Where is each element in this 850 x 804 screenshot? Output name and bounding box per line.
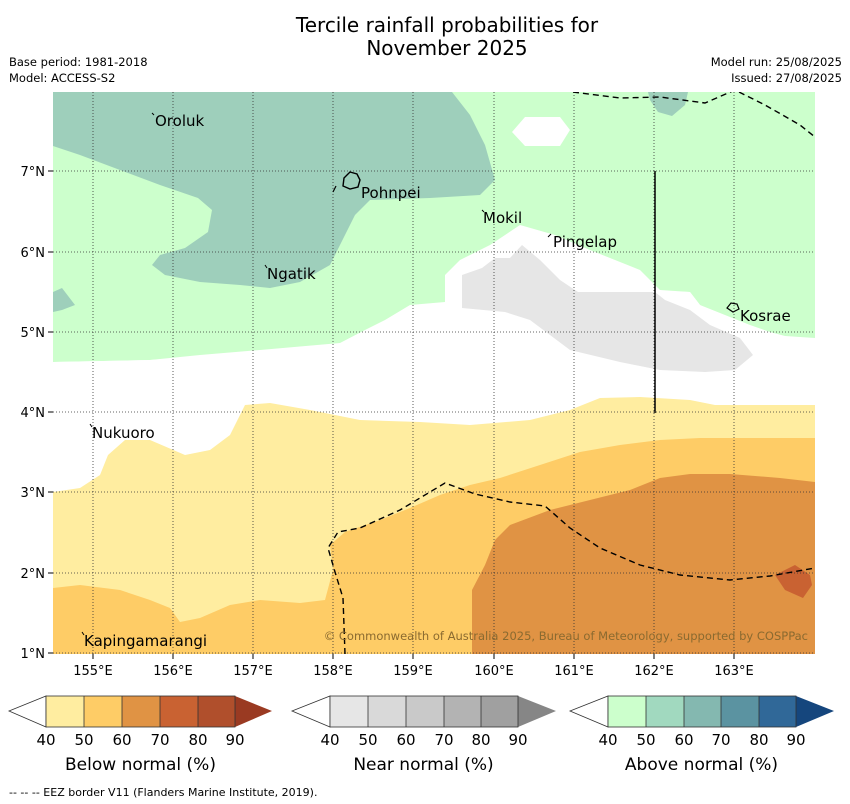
mokil-mark xyxy=(481,209,485,213)
region-below-normal-80 xyxy=(775,565,812,598)
colorbar-label: 50 xyxy=(636,731,655,749)
place-label-oroluk: Oroluk xyxy=(155,112,204,130)
colorbar-label: 60 xyxy=(674,731,693,749)
x-axis: 155°E 156°E 157°E 158°E 159°E 160°E 161°… xyxy=(73,654,754,679)
colorbar-label: 90 xyxy=(225,731,244,749)
nukuoro-mark xyxy=(89,423,93,428)
region-above-normal-60-ne xyxy=(648,92,688,116)
y-axis: 7°N 6°N 5°N 4°N 3°N 2°N 1°N xyxy=(21,165,53,662)
base-period: Base period: 1981-2018 xyxy=(9,55,148,69)
pingelap-mark xyxy=(547,233,552,238)
legend-title-near: Near normal (%) xyxy=(353,755,494,775)
region-above-normal-60-west xyxy=(53,288,75,312)
colorbar-label: 80 xyxy=(749,731,768,749)
colorbar-label: 40 xyxy=(36,731,55,749)
x-tick-label: 155°E xyxy=(73,664,113,679)
kosrae-island xyxy=(726,302,740,313)
pohnpei-island xyxy=(342,171,361,190)
model-name: Model: ACCESS-S2 xyxy=(9,71,116,85)
colorbar-label: 80 xyxy=(471,731,490,749)
y-tick-label: 5°N xyxy=(21,326,46,341)
colorbar-label: 60 xyxy=(112,731,131,749)
title-line-2: November 2025 xyxy=(366,36,528,60)
x-tick-label: 157°E xyxy=(233,664,273,679)
place-label-pingelap: Pingelap xyxy=(553,233,617,251)
x-tick-label: 158°E xyxy=(313,664,353,679)
colorbar-label: 80 xyxy=(188,731,207,749)
model-run: Model run: 25/08/2025 xyxy=(710,55,842,69)
place-label-ngatik: Ngatik xyxy=(267,265,316,283)
colorbar-label: 70 xyxy=(434,731,453,749)
copyright-notice: © Commonwealth of Australia 2025, Bureau… xyxy=(324,629,808,643)
y-tick-label: 7°N xyxy=(21,165,46,180)
y-tick-label: 3°N xyxy=(21,486,46,501)
no-signal-patch-1 xyxy=(512,117,570,146)
region-near-normal-50 xyxy=(462,245,753,372)
meta-right: Model run: 25/08/2025 Issued: 27/08/2025 xyxy=(711,54,842,86)
eez-border-south xyxy=(327,482,815,654)
colorbar-label: 40 xyxy=(320,731,339,749)
map-panel: Oroluk Pohnpei Mokil Pingelap Ngatik Kos… xyxy=(53,92,815,654)
map-title: Tercile rainfall probabilities for Novem… xyxy=(0,14,850,60)
region-below-normal-70 xyxy=(472,474,815,654)
title-line-1: Tercile rainfall probabilities for xyxy=(295,13,599,37)
x-tick-label: 160°E xyxy=(474,664,514,679)
colorbar-below-normal: 40 50 60 70 80 90 xyxy=(7,695,272,749)
colorbar-label: 70 xyxy=(150,731,169,749)
gridlines xyxy=(53,92,815,654)
place-label-pohnpei: Pohnpei xyxy=(361,184,421,202)
place-label-kosrae: Kosrae xyxy=(740,307,791,325)
ngatik-mark xyxy=(264,264,268,269)
colorbar-label: 90 xyxy=(786,731,805,749)
x-tick-label: 156°E xyxy=(153,664,193,679)
meta-left: Base period: 1981-2018 Model: ACCESS-S2 xyxy=(9,54,148,86)
colorbar-label: 90 xyxy=(508,731,527,749)
eez-border-north xyxy=(572,92,815,138)
colorbar-label: 50 xyxy=(358,731,377,749)
colorbar-label: 50 xyxy=(74,731,93,749)
colorbar-label: 60 xyxy=(396,731,415,749)
kapingamarangi-mark xyxy=(81,631,85,636)
colorbar-label: 40 xyxy=(598,731,617,749)
region-above-normal-60-north xyxy=(53,92,495,288)
y-tick-label: 6°N xyxy=(21,246,46,261)
x-tick-label: 163°E xyxy=(714,664,754,679)
colorbar-label: 70 xyxy=(711,731,730,749)
pohnpei-outline-tail xyxy=(332,185,337,193)
place-label-kapingamarangi: Kapingamarangi xyxy=(84,632,207,650)
y-tick-label: 2°N xyxy=(21,567,46,582)
issued-date: Issued: 27/08/2025 xyxy=(731,71,842,85)
colorbar-near-normal: 40 50 60 70 80 90 xyxy=(290,695,556,749)
legend-title-below: Below normal (%) xyxy=(65,755,216,775)
x-tick-label: 159°E xyxy=(393,664,433,679)
place-label-nukuoro: Nukuoro xyxy=(92,424,155,442)
x-tick-label: 161°E xyxy=(554,664,594,679)
legend-title-above: Above normal (%) xyxy=(624,755,779,775)
y-tick-label: 4°N xyxy=(21,406,46,421)
colorbar-above-normal: 40 50 60 70 80 90 xyxy=(568,695,834,749)
place-label-mokil: Mokil xyxy=(483,209,522,227)
y-tick-label: 1°N xyxy=(21,647,46,662)
x-tick-label: 162°E xyxy=(634,664,674,679)
eez-footer-note: -- -- -- EEZ border V11 (Flanders Marine… xyxy=(9,786,318,799)
oroluk-mark xyxy=(151,112,155,116)
